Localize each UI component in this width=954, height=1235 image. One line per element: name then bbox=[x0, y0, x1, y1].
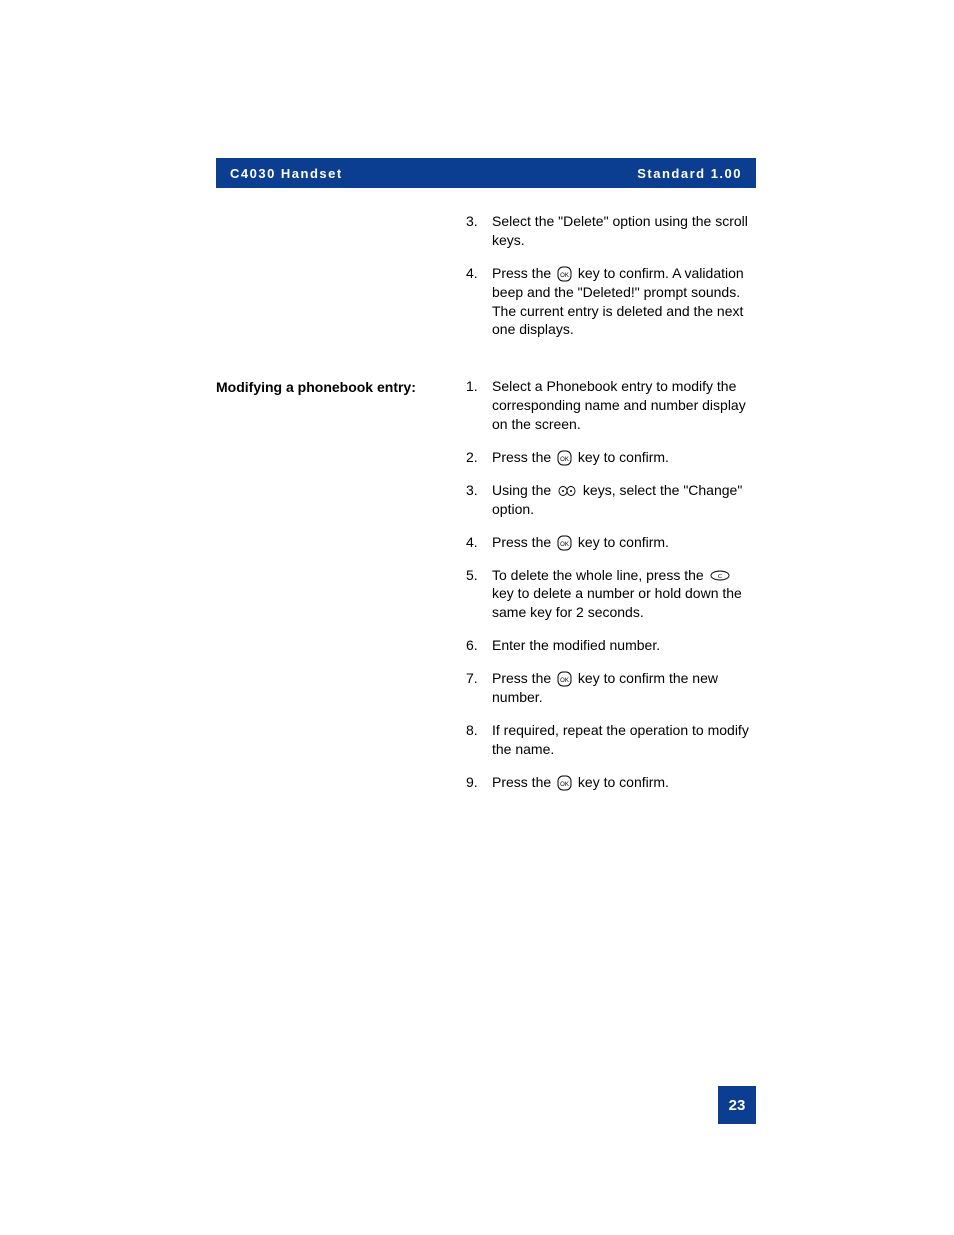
step-text: To delete the whole line, press the C ke… bbox=[492, 566, 756, 623]
svg-text:OK: OK bbox=[560, 678, 569, 684]
svg-text:OK: OK bbox=[560, 457, 569, 463]
section-label-empty bbox=[216, 212, 466, 214]
instruction-step: 6.Enter the modified number. bbox=[466, 636, 756, 655]
instruction-step: 1.Select a Phonebook entry to modify the… bbox=[466, 377, 756, 434]
document-page: C4030 Handset Standard 1.00 3.Select the… bbox=[216, 158, 756, 806]
step-number: 8. bbox=[466, 721, 492, 740]
section2-steps: 1.Select a Phonebook entry to modify the… bbox=[466, 377, 756, 805]
clear-key-icon: C bbox=[710, 570, 730, 581]
header-left-text: C4030 Handset bbox=[230, 166, 343, 181]
step-text: Press the OK key to confirm. bbox=[492, 533, 756, 552]
ok-key-icon: OK bbox=[557, 450, 572, 466]
section-label-modifying: Modifying a phonebook entry: bbox=[216, 377, 466, 395]
instruction-step: 5.To delete the whole line, press the C … bbox=[466, 566, 756, 623]
instruction-step: 7.Press the OK key to confirm the new nu… bbox=[466, 669, 756, 707]
step-number: 6. bbox=[466, 636, 492, 655]
step-number: 2. bbox=[466, 448, 492, 467]
instruction-step: 2.Press the OK key to confirm. bbox=[466, 448, 756, 467]
step-text: Enter the modified number. bbox=[492, 636, 756, 655]
svg-text:OK: OK bbox=[560, 273, 569, 279]
step-number: 4. bbox=[466, 264, 492, 283]
step-number: 3. bbox=[466, 212, 492, 231]
ok-key-icon: OK bbox=[557, 671, 572, 687]
step-number: 7. bbox=[466, 669, 492, 688]
instruction-step: 3.Select the "Delete" option using the s… bbox=[466, 212, 756, 250]
section1-steps: 3.Select the "Delete" option using the s… bbox=[466, 212, 756, 353]
page-number-tab: 23 bbox=[718, 1086, 756, 1124]
instruction-step: 4.Press the OK key to confirm. A validat… bbox=[466, 264, 756, 340]
step-number: 4. bbox=[466, 533, 492, 552]
header-right-text: Standard 1.00 bbox=[637, 166, 742, 181]
step-number: 5. bbox=[466, 566, 492, 585]
scroll-key-icon bbox=[557, 485, 577, 497]
step-number: 3. bbox=[466, 481, 492, 500]
page-number-text: 23 bbox=[729, 1097, 746, 1114]
instruction-step: 8.If required, repeat the operation to m… bbox=[466, 721, 756, 759]
ok-key-icon: OK bbox=[557, 775, 572, 791]
step-text: Using the keys, select the "Change" opti… bbox=[492, 481, 756, 519]
step-text: Press the OK key to confirm. A validatio… bbox=[492, 264, 756, 340]
step-text: Press the OK key to confirm. bbox=[492, 448, 756, 467]
step-text: Select a Phonebook entry to modify the c… bbox=[492, 377, 756, 434]
svg-text:C: C bbox=[718, 574, 722, 580]
page-header-bar: C4030 Handset Standard 1.00 bbox=[216, 158, 756, 188]
section-modifying: Modifying a phonebook entry: 1.Select a … bbox=[216, 377, 756, 805]
step-text: If required, repeat the operation to mod… bbox=[492, 721, 756, 759]
svg-text:OK: OK bbox=[560, 542, 569, 548]
instruction-step: 3.Using the keys, select the "Change" op… bbox=[466, 481, 756, 519]
step-number: 9. bbox=[466, 773, 492, 792]
ok-key-icon: OK bbox=[557, 535, 572, 551]
step-text: Press the OK key to confirm. bbox=[492, 773, 756, 792]
instruction-step: 4.Press the OK key to confirm. bbox=[466, 533, 756, 552]
instruction-step: 9.Press the OK key to confirm. bbox=[466, 773, 756, 792]
svg-text:OK: OK bbox=[560, 782, 569, 788]
ok-key-icon: OK bbox=[557, 266, 572, 282]
step-number: 1. bbox=[466, 377, 492, 396]
section-continuation: 3.Select the "Delete" option using the s… bbox=[216, 212, 756, 353]
step-text: Select the "Delete" option using the scr… bbox=[492, 212, 756, 250]
step-text: Press the OK key to confirm the new numb… bbox=[492, 669, 756, 707]
page-content: 3.Select the "Delete" option using the s… bbox=[216, 212, 756, 806]
